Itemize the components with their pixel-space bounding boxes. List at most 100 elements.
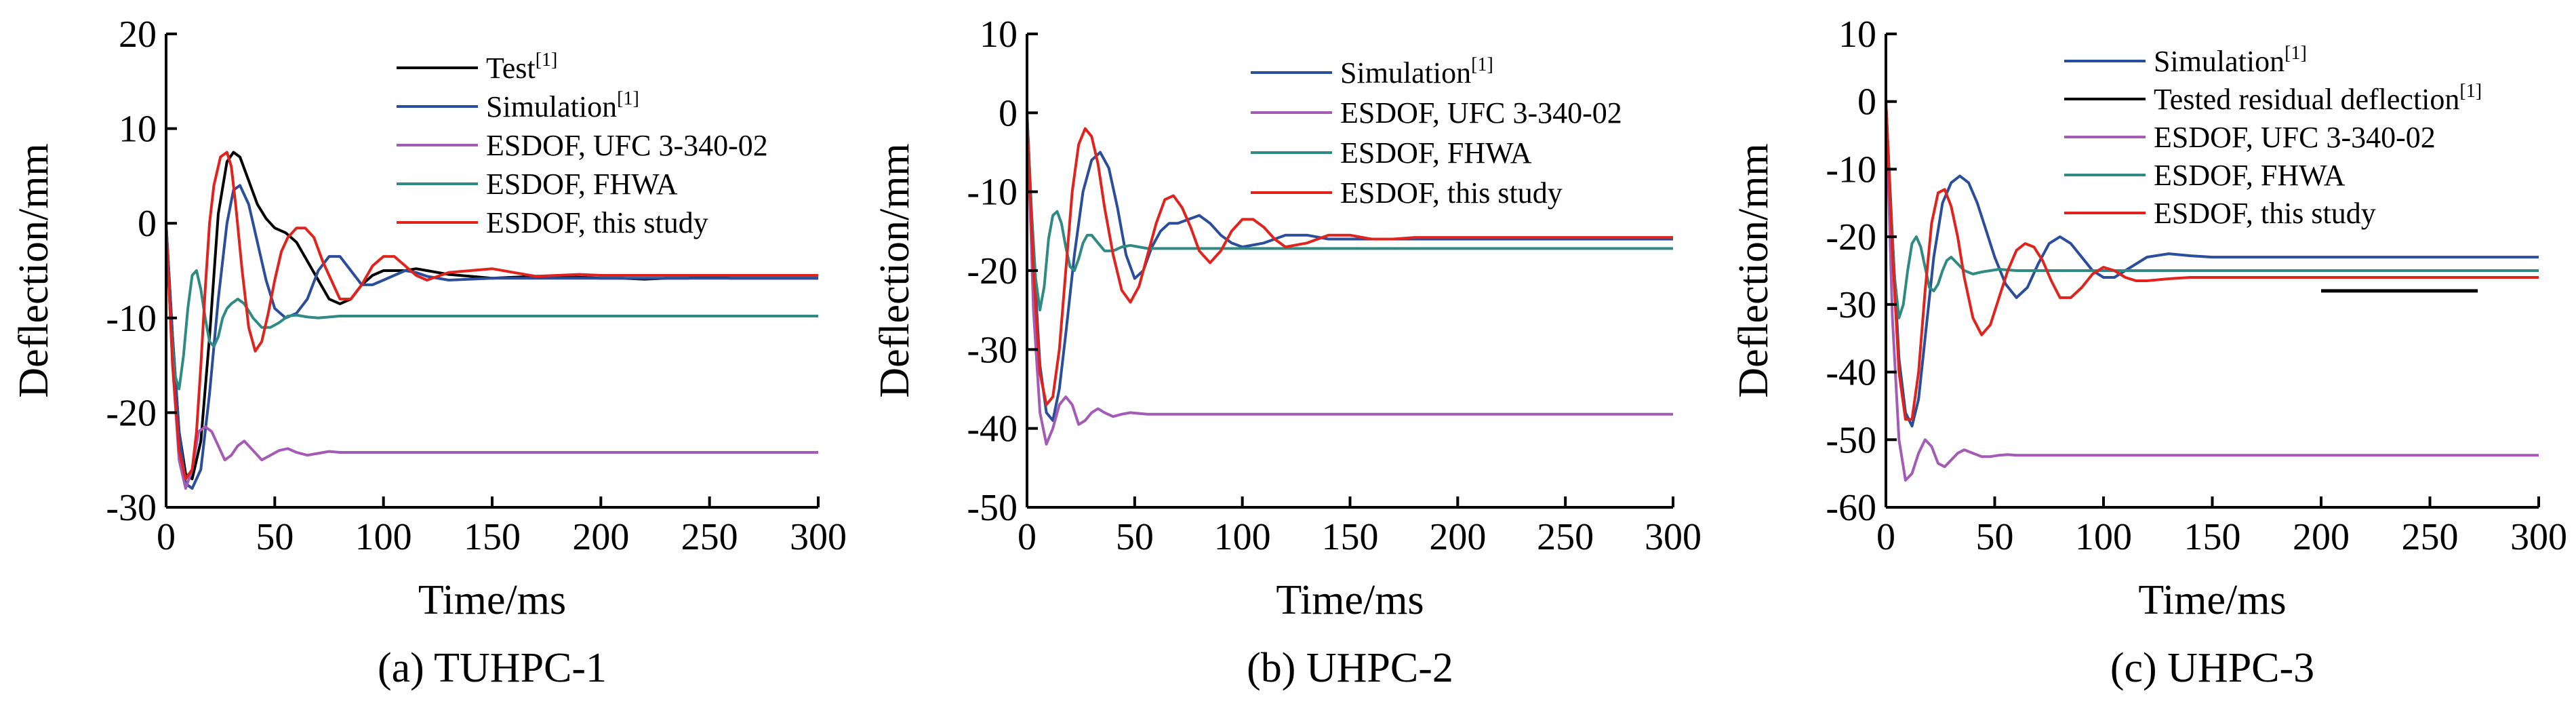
x-tick-label: 200 [2293, 516, 2350, 558]
x-tick-label: 300 [2510, 516, 2567, 558]
legend-entry-name: ESDOF, FHWA [2154, 159, 2346, 192]
x-tick-label: 0 [1876, 516, 1895, 558]
x-tick-label: 300 [1645, 516, 1702, 558]
legend-entry: ESDOF, FHWA [486, 168, 678, 201]
panel-a: 0 50 100 150 200 250 300 -30 -20 -10 0 10 20 Time/ms D… [11, 14, 847, 691]
legend-entry-sup: [1] [2285, 43, 2307, 64]
y-tick-label: -10 [1826, 149, 1876, 191]
y-tick-label: 0 [138, 203, 157, 245]
legend: Simulation[1]Tested residual deflection[… [2064, 43, 2482, 230]
x-tick-label: 50 [256, 516, 294, 558]
series-line-ufc [1886, 101, 2539, 482]
y-tick-label: 0 [999, 92, 1018, 134]
legend-entry: ESDOF, this study [1340, 176, 1563, 210]
series-lines [166, 151, 818, 490]
y-tick-label: 10 [1838, 14, 1876, 56]
x-tick-label: 0 [1018, 516, 1037, 558]
x-tick-label: 250 [2402, 516, 2459, 558]
series-line-simulation [1886, 101, 2539, 428]
y-tick-label: -20 [106, 392, 157, 434]
x-axis-label: Time/ms [2138, 577, 2286, 623]
series-line-this_study [166, 151, 818, 481]
x-tick-label: 0 [157, 516, 176, 558]
y-tick-label: -30 [106, 487, 157, 529]
legend-entry: Simulation[1] [2154, 43, 2307, 78]
x-axis-label: Time/ms [418, 577, 566, 623]
y-tick-label: 20 [119, 14, 157, 56]
legend: Simulation[1] ESDOF, UFC 3-340-02 ESDOF, F… [1251, 54, 1622, 210]
legend-entry-sup: [1] [2459, 81, 2482, 102]
legend-entry: ESDOF, UFC 3-340-02 [2154, 121, 2436, 154]
y-tick-label: -40 [967, 408, 1018, 450]
x-tick-label: 50 [1976, 516, 2014, 558]
panel-caption: (a) TUHPC-1 [378, 645, 607, 691]
legend-entry-name: ESDOF, UFC 3-340-02 [1340, 96, 1622, 130]
panel-b: 0 50 100 150 200 250 300 -50 -40 -30 -20 -10 0 10 Time… [872, 14, 1702, 691]
x-tick-label: 200 [1429, 516, 1486, 558]
legend-entry-name: Test [486, 52, 536, 85]
series-line-fhwa [166, 223, 818, 391]
legend-entry-name: Simulation [2154, 45, 2285, 78]
y-tick-label: -50 [967, 487, 1018, 529]
x-tick-label: 250 [681, 516, 738, 558]
legend-entry: ESDOF, FHWA [2154, 159, 2346, 192]
y-tick-label: -30 [1826, 284, 1876, 326]
legend-entry: Simulation[1] [486, 88, 639, 123]
x-tick-label: 100 [2075, 516, 2132, 558]
series-lines [1886, 101, 2539, 482]
panel-caption: (c) UHPC-3 [2110, 645, 2314, 691]
legend-entry-name: ESDOF, this study [2154, 197, 2376, 230]
series-line-this_study [1027, 113, 1673, 406]
legend-entry-name: ESDOF, FHWA [1340, 136, 1532, 170]
legend-entry: Simulation[1] [1340, 54, 1493, 90]
series-line-simulation [166, 184, 818, 490]
series-line-fhwa [1027, 113, 1673, 312]
legend-entry-name: ESDOF, UFC 3-340-02 [2154, 121, 2436, 154]
legend-entry: ESDOF, this study [486, 206, 708, 239]
y-tick-label: -20 [967, 250, 1018, 292]
y-tick-label: -30 [967, 329, 1018, 371]
series-line-fhwa [1886, 101, 2539, 319]
x-axis-label: Time/ms [1276, 577, 1424, 623]
legend-entry: Test[1] [486, 50, 557, 85]
y-axis-label: Deflection/mm [872, 143, 918, 397]
y-tick-label: 0 [1857, 81, 1876, 123]
y-tick-label: 10 [980, 14, 1018, 56]
y-axis-label: Deflection/mm [1731, 143, 1777, 397]
x-tick-label: 250 [1537, 516, 1594, 558]
y-tick-label: -50 [1826, 419, 1876, 461]
x-tick-label: 300 [790, 516, 847, 558]
series-lines [1027, 113, 1673, 446]
series-line-ufc [166, 223, 818, 490]
legend-entry-name: ESDOF, UFC 3-340-02 [486, 129, 768, 162]
x-tick-label: 150 [1322, 516, 1379, 558]
legend-entry-name: ESDOF, FHWA [486, 168, 678, 201]
x-tick-label: 150 [464, 516, 521, 558]
legend-entry-sup: [1] [617, 88, 639, 109]
legend-entry: Tested residual deflection[1] [2154, 81, 2482, 116]
legend-entry: ESDOF, FHWA [1340, 136, 1532, 170]
y-tick-label: -10 [967, 172, 1018, 214]
x-tick-label: 50 [1116, 516, 1154, 558]
panel-caption: (b) UHPC-2 [1247, 645, 1453, 691]
series-line-this_study [1886, 101, 2539, 421]
x-tick-label: 100 [1214, 516, 1271, 558]
y-tick-label: -10 [106, 298, 157, 340]
y-tick-label: -60 [1826, 487, 1876, 529]
legend-entry-sup: [1] [1471, 54, 1493, 75]
x-tick-label: 200 [572, 516, 629, 558]
legend-entry: ESDOF, UFC 3-340-02 [1340, 96, 1622, 130]
panel-c: 0 50 100 150 200 250 300 -60 -50 -40 -30 -20 -10 0 10 T… [1731, 14, 2567, 691]
x-tick-label: 100 [355, 516, 412, 558]
y-axis-label: Deflection/mm [11, 143, 57, 397]
legend-entry-name: Simulation [1340, 56, 1471, 90]
legend-entry-name: Simulation [486, 90, 617, 123]
y-tick-label: 10 [119, 109, 157, 151]
legend-entry-name: Tested residual deflection [2154, 83, 2459, 116]
y-tick-label: -40 [1826, 352, 1876, 394]
legend-entry-name: ESDOF, this study [1340, 176, 1563, 210]
legend-entry: ESDOF, this study [2154, 197, 2376, 230]
x-tick-label: 150 [2184, 516, 2241, 558]
y-tick-label: -20 [1826, 216, 1876, 258]
